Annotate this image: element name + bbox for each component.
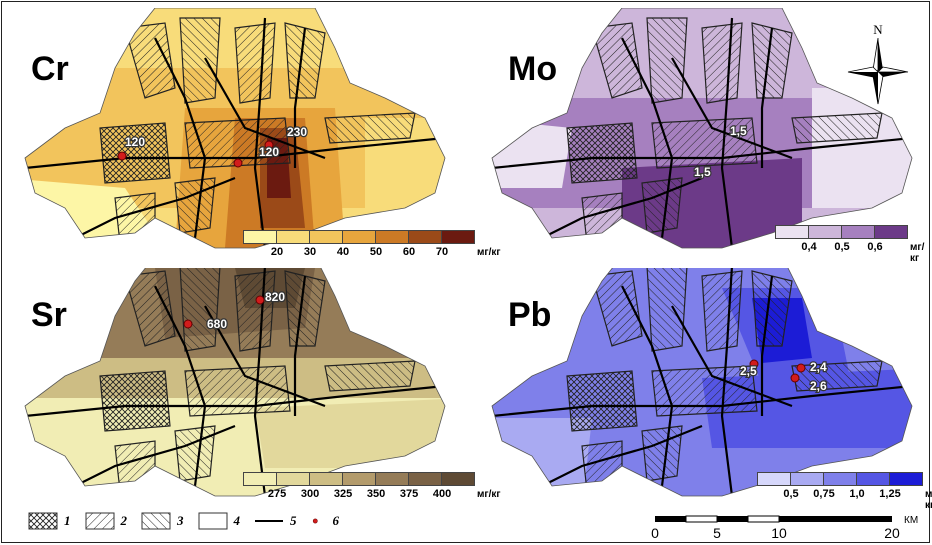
scale-tick: 0 bbox=[651, 525, 659, 541]
map-panel-cr: 120 120 230 Cr bbox=[5, 7, 465, 263]
concentration-label: 820 bbox=[265, 290, 285, 304]
legend-swatch bbox=[243, 472, 277, 486]
compass-n: N bbox=[873, 22, 883, 37]
concentration-label: 1,5 bbox=[730, 124, 747, 138]
scale-bar: 0 5 10 20 КМ bbox=[651, 515, 918, 541]
legend-swatch bbox=[790, 472, 824, 486]
sample-point bbox=[749, 359, 759, 369]
concentration-label: 2,6 bbox=[810, 379, 827, 393]
scale-unit: КМ bbox=[904, 515, 918, 526]
sample-point bbox=[255, 295, 265, 305]
element-label: Pb bbox=[508, 296, 552, 334]
sample-point bbox=[117, 151, 127, 161]
map-panel-pb: 2,5 2,4 2,6 Pb bbox=[472, 255, 932, 508]
sample-point bbox=[790, 373, 800, 383]
legend-label: 6 bbox=[332, 513, 340, 528]
legend-swatch bbox=[808, 225, 842, 239]
element-label: Mo bbox=[508, 50, 558, 88]
hatch-forward-swatch-icon bbox=[85, 512, 114, 530]
map-panel-mo: 1,5 1,5 Mo bbox=[472, 7, 932, 263]
north-arrow-icon: N bbox=[847, 22, 909, 105]
legend-swatch bbox=[874, 225, 908, 239]
concentration-label: 2,4 bbox=[810, 360, 827, 374]
scale-tick: 10 bbox=[771, 525, 787, 541]
legend-swatch bbox=[841, 225, 875, 239]
legend-swatch bbox=[276, 472, 310, 486]
sample-point-icon bbox=[312, 518, 318, 524]
concentration-label: 120 bbox=[259, 145, 279, 159]
element-label: Cr bbox=[31, 50, 69, 88]
crosshatch-swatch-icon bbox=[28, 512, 58, 530]
legend-item-2: 2 bbox=[85, 512, 128, 530]
legend-item-5: 5 bbox=[254, 512, 297, 530]
legend-swatch bbox=[889, 472, 923, 486]
legend-label: 1 bbox=[64, 513, 71, 528]
legend-swatch bbox=[441, 472, 475, 486]
legend-swatch bbox=[276, 230, 310, 244]
sample-point bbox=[264, 140, 274, 150]
legend-swatch bbox=[775, 225, 809, 239]
legend-item-4: 4 bbox=[198, 512, 241, 530]
legend-swatch bbox=[441, 230, 475, 244]
legend-swatch bbox=[342, 472, 376, 486]
concentration-label: 680 bbox=[207, 317, 227, 331]
sample-point bbox=[796, 363, 806, 373]
legend-label: 5 bbox=[290, 513, 297, 528]
concentration-label: 2,5 bbox=[740, 364, 757, 378]
legend-swatch bbox=[309, 472, 343, 486]
sample-point bbox=[183, 319, 193, 329]
legend-label: 4 bbox=[233, 513, 241, 528]
legend-swatch bbox=[309, 230, 343, 244]
legend-swatch bbox=[408, 472, 442, 486]
legend-label: 3 bbox=[177, 513, 184, 528]
road-line-icon bbox=[255, 520, 283, 522]
legend-swatch bbox=[408, 230, 442, 244]
element-label: Sr bbox=[31, 296, 67, 334]
sample-point bbox=[233, 158, 243, 168]
color-legend-sr: 275 300 325 350 375 400 мг/кг bbox=[243, 472, 501, 500]
legend-label: 2 bbox=[120, 513, 128, 528]
symbol-legend: 1 2 3 4 5 6 bbox=[28, 512, 353, 530]
concentration-label: 230 bbox=[287, 125, 307, 139]
legend-item-6: 6 bbox=[311, 512, 340, 530]
legend-unit: мг/кг bbox=[925, 489, 932, 511]
map-cr: 120 120 230 bbox=[24, 7, 446, 249]
legend-unit: мг/кг bbox=[477, 247, 501, 258]
color-legend-pb: 0,50,751,01,25мг/кг bbox=[757, 472, 932, 511]
scale-tick: 20 bbox=[884, 525, 900, 541]
legend-unit: мг/кг bbox=[477, 489, 501, 500]
legend-swatch bbox=[342, 230, 376, 244]
concentration-label: 120 bbox=[125, 135, 145, 149]
scale-tick: 5 bbox=[713, 525, 721, 541]
legend-swatch bbox=[375, 472, 409, 486]
concentration-label: 1,5 bbox=[694, 165, 711, 179]
legend-swatch bbox=[243, 230, 277, 244]
color-legend-mo: 0,4 0,5 0,6 мг/кг bbox=[775, 225, 932, 264]
legend-swatch bbox=[823, 472, 857, 486]
legend-item-1: 1 bbox=[28, 512, 71, 530]
legend-swatch bbox=[757, 472, 791, 486]
color-legend-cr: 20 30 40 50 60 70 мг/кг bbox=[243, 230, 501, 258]
map-pb: 2,5 2,4 2,6 bbox=[491, 255, 913, 497]
hatch-back-swatch-icon bbox=[141, 512, 171, 530]
legend-swatch bbox=[856, 472, 890, 486]
legend-swatch bbox=[375, 230, 409, 244]
map-mo: 1,5 1,5 bbox=[491, 7, 913, 249]
legend-item-3: 3 bbox=[141, 512, 184, 530]
outline-swatch-icon bbox=[198, 512, 227, 530]
legend-unit: мг/кг bbox=[910, 242, 925, 264]
